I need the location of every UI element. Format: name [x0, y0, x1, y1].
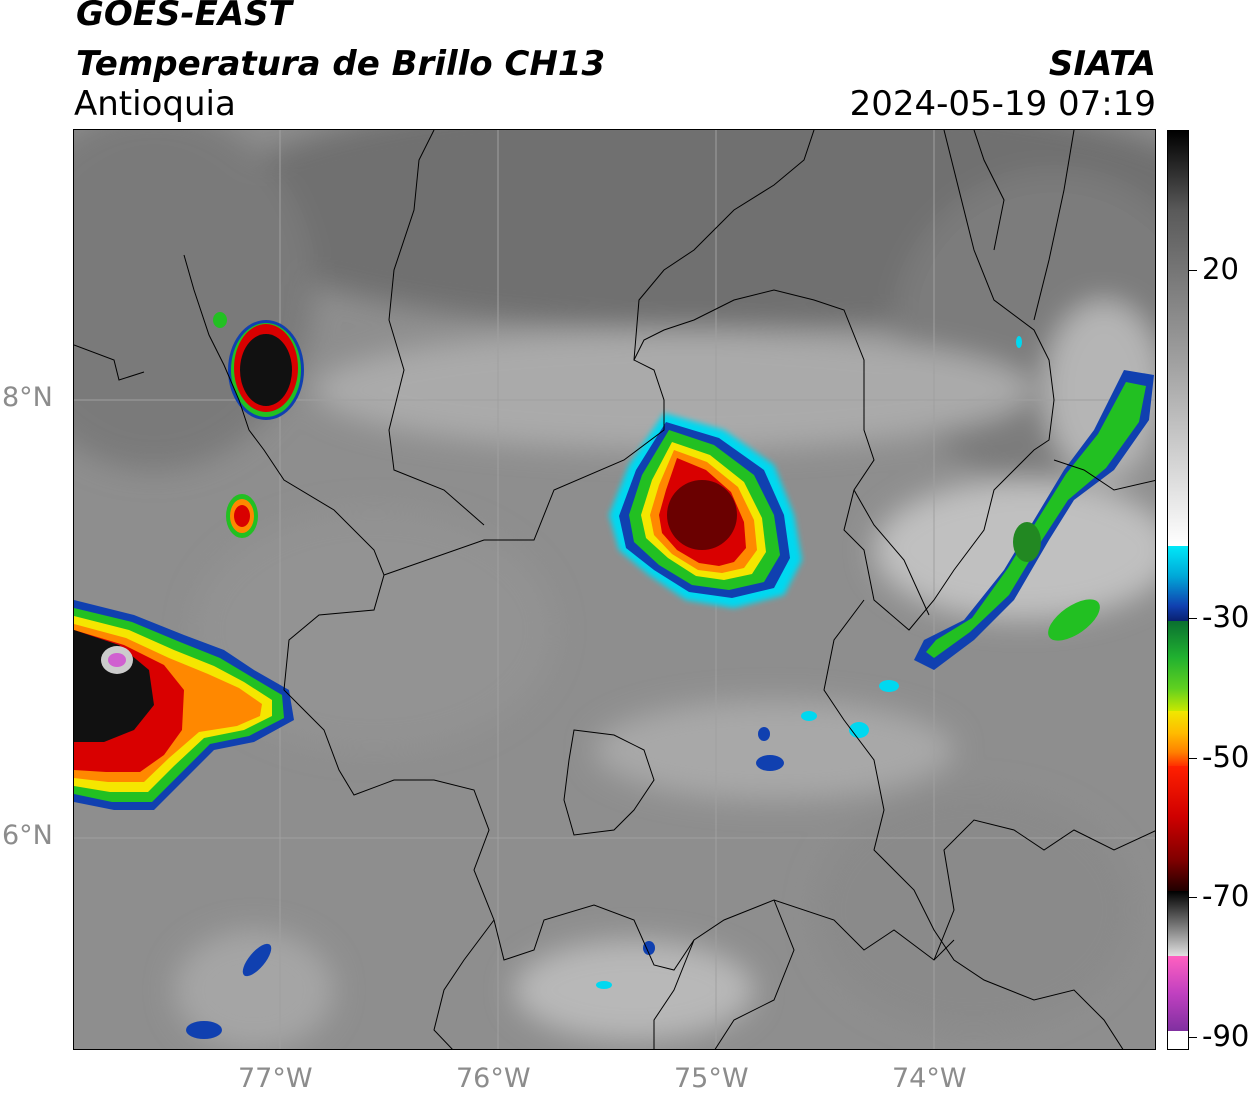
lon-label-77W: 77°W [238, 1063, 313, 1094]
cesar-border [973, 130, 1005, 251]
colorbar-label-minus90: -90 [1202, 1019, 1250, 1053]
cordoba-border [388, 130, 485, 526]
colorbar-label-minus30: -30 [1202, 600, 1250, 634]
satellite-title: GOES-EAST [76, 0, 292, 34]
colorbar-blue-segment [1168, 546, 1188, 621]
organization-title: SIATA [1048, 44, 1156, 84]
boyaca-border [823, 599, 1124, 1049]
lon-label-76W: 76°W [456, 1063, 531, 1094]
storm-east [914, 370, 1154, 670]
colorbar-dark-segment [1168, 131, 1188, 211]
tolima-border [714, 899, 795, 1049]
colorbar [1167, 130, 1189, 1050]
colorbar-green-segment [1168, 621, 1188, 711]
colorbar-tick-minus30 [1189, 618, 1197, 619]
risaralda-border [433, 919, 495, 1049]
background-texture [74, 130, 1155, 1049]
colorbar-label-minus50: -50 [1202, 740, 1250, 774]
caldas-border [653, 939, 695, 1049]
colorbar-gray-segment [1168, 211, 1188, 546]
lat-label-8N: 8°N [2, 382, 53, 413]
santander-border [853, 489, 930, 616]
storm-northwest [213, 312, 304, 538]
lon-label-75W: 75°W [674, 1063, 749, 1094]
colorbar-white-segment [1168, 1031, 1188, 1049]
coastline-north [74, 344, 145, 381]
sucre-border [633, 130, 815, 361]
colorbar-yellow-segment [1168, 711, 1188, 766]
datetime-label: 2024-05-19 07:19 [849, 84, 1156, 124]
colorbar-gray2-segment [1168, 891, 1188, 956]
map-canvas [74, 130, 1155, 1049]
medellin-area [563, 729, 655, 836]
satellite-map [73, 129, 1156, 1050]
antioquia-border [183, 254, 955, 971]
boundaries [74, 130, 1155, 1049]
product-title: Temperatura de Brillo CH13 [76, 44, 606, 84]
colorbar-label-20: 20 [1202, 252, 1239, 286]
cundinamarca-border [933, 819, 1155, 961]
colorbar-red-segment [1168, 766, 1188, 891]
colorbar-magenta-segment [1168, 956, 1188, 1031]
lon-label-74W: 74°W [892, 1063, 967, 1094]
storm-west [74, 600, 294, 810]
colorbar-tick-minus90 [1189, 1037, 1197, 1038]
eastern-border [1053, 459, 1155, 491]
colorbar-tick-minus70 [1189, 897, 1197, 898]
colorbar-tick-minus50 [1189, 758, 1197, 759]
cordoba-bolivar-border [383, 130, 1055, 631]
norte-santander-border [1033, 130, 1075, 321]
colorbar-label-minus70: -70 [1202, 879, 1250, 913]
region-title: Antioquia [74, 84, 236, 124]
colorbar-tick-20 [1189, 270, 1197, 271]
lat-label-6N: 6°N [2, 820, 53, 851]
storm-central [609, 413, 802, 608]
